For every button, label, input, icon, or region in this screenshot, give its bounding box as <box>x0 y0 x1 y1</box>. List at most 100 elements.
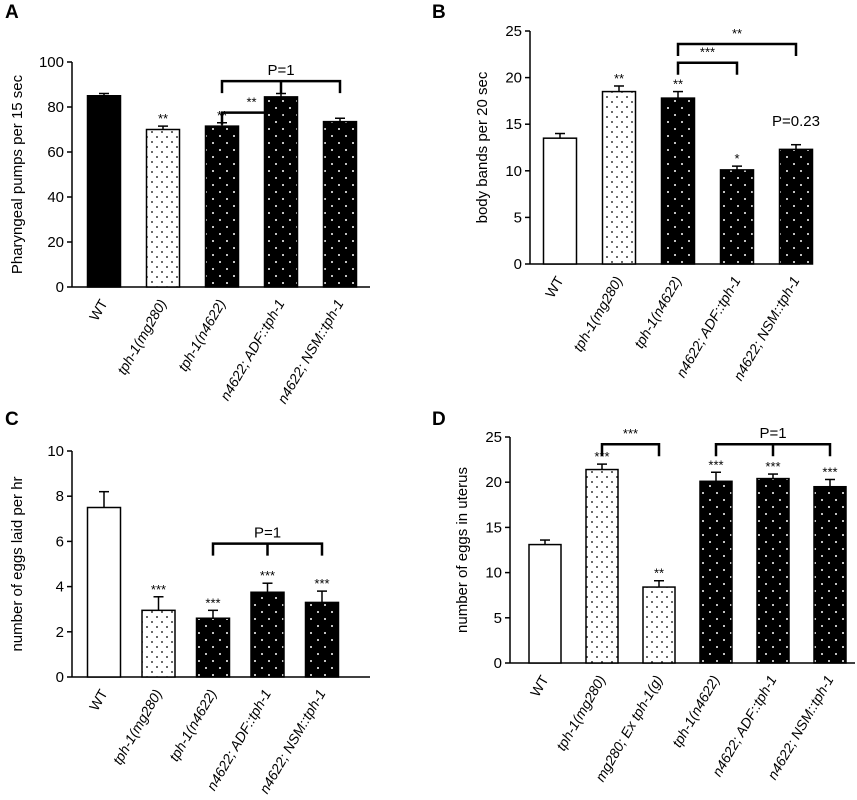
y-axis-label: number of eggs laid per hr <box>9 476 26 651</box>
category-label: n4622; ADF::tph-1 <box>217 297 288 404</box>
significance-label: *** <box>314 576 329 591</box>
category-label: n4622; ADF::tph-1 <box>673 274 744 381</box>
significance-label: ** <box>158 111 168 126</box>
y-axis-label: number of eggs in uterus <box>454 467 471 633</box>
bar <box>322 120 358 288</box>
bar <box>585 468 619 664</box>
bracket-label: *** <box>623 426 638 441</box>
comparison-bracket <box>600 442 661 457</box>
y-tick-label: 5 <box>514 209 522 226</box>
bracket-label: P=1 <box>267 62 294 79</box>
significance-label: ** <box>654 566 664 581</box>
chart-panel-a: A Pharyngeal pumps per 15 sec 0 20 40 60 80 100… <box>5 2 370 406</box>
y-tick-label: 10 <box>47 443 64 460</box>
p-value-annotation: P=0.23 <box>772 113 820 130</box>
comparison-bracket <box>676 42 798 57</box>
significance-label: *** <box>205 595 220 610</box>
category-label: WT <box>542 273 567 300</box>
y-tick-label: 25 <box>485 429 502 446</box>
comparison-bracket <box>220 111 283 125</box>
panel-letter: B <box>432 2 446 23</box>
bar <box>813 485 847 664</box>
significance-label: *** <box>708 457 723 472</box>
bar <box>756 477 790 664</box>
bracket-label: ** <box>732 26 742 41</box>
bar <box>778 148 814 265</box>
y-tick-label: 0 <box>56 669 64 686</box>
significance-label: *** <box>765 459 780 474</box>
y-tick-label: 20 <box>47 234 64 251</box>
bar <box>642 586 676 664</box>
bar <box>542 137 578 265</box>
bar <box>250 591 285 678</box>
bracket-label: P=1 <box>254 525 281 542</box>
category-label: tph-1(mg280) <box>553 673 609 754</box>
y-tick-label: 20 <box>485 474 502 491</box>
y-tick-label: 15 <box>485 519 502 536</box>
bracket-label: *** <box>700 45 715 60</box>
category-label: tph-1(n4622) <box>669 673 723 750</box>
bar <box>141 609 176 678</box>
bar <box>86 506 122 678</box>
y-tick-label: 5 <box>494 610 502 627</box>
y-tick-label: 0 <box>494 655 502 672</box>
panel-letter: C <box>5 409 19 430</box>
significance-label: *** <box>151 582 166 597</box>
bar <box>528 543 562 664</box>
y-axis-label: Pharyngeal pumps per 15 sec <box>9 74 26 274</box>
y-tick-label: 20 <box>505 70 522 87</box>
bar <box>601 90 637 265</box>
y-tick-label: 8 <box>56 488 64 505</box>
y-tick-label: 80 <box>47 99 64 116</box>
significance-label: *** <box>822 464 837 479</box>
category-label: n4622; NSM::tph-1 <box>730 274 803 384</box>
bar <box>699 480 733 664</box>
comparison-bracket <box>676 61 739 75</box>
y-tick-label: 40 <box>47 189 64 206</box>
bar <box>195 617 231 678</box>
significance-label: *** <box>260 568 275 583</box>
significance-label: * <box>734 151 739 166</box>
y-axis-label: body bands per 20 sec <box>474 71 491 223</box>
significance-label: ** <box>673 77 683 92</box>
category-label: WT <box>86 296 111 323</box>
category-label: tph-1(n4622) <box>631 274 685 351</box>
panel-letter: A <box>5 2 19 23</box>
bar <box>660 97 696 265</box>
category-label: tph-1(mg280) <box>570 274 626 355</box>
y-tick-label: 4 <box>56 579 64 596</box>
category-label: WT <box>86 686 111 713</box>
y-tick-label: 0 <box>514 256 522 273</box>
bracket-label: P=1 <box>759 425 786 442</box>
category-label: WT <box>527 672 552 699</box>
bar <box>86 95 122 288</box>
category-label: n4622; ADF::tph-1 <box>709 673 780 780</box>
bar <box>263 96 299 288</box>
panel-letter: D <box>432 409 446 430</box>
bar <box>145 128 181 288</box>
category-label: tph-1(mg280) <box>109 687 165 768</box>
category-label: tph-1(n4622) <box>175 297 229 374</box>
category-label: tph-1(n4622) <box>166 687 220 764</box>
bar <box>204 125 240 288</box>
y-tick-label: 25 <box>505 23 522 40</box>
bar <box>719 169 755 265</box>
bracket-label: ** <box>246 95 256 110</box>
y-tick-label: 100 <box>39 54 64 71</box>
y-tick-label: 6 <box>56 533 64 550</box>
significance-label: *** <box>594 449 609 464</box>
y-tick-label: 10 <box>505 163 522 180</box>
y-tick-label: 10 <box>485 565 502 582</box>
y-tick-label: 15 <box>505 116 522 133</box>
y-tick-label: 60 <box>47 144 64 161</box>
significance-label: ** <box>614 71 624 86</box>
y-tick-label: 2 <box>56 624 64 641</box>
category-label: tph-1(mg280) <box>114 297 170 378</box>
category-label: n4622; NSM::tph-1 <box>764 673 837 783</box>
bar <box>304 601 340 678</box>
y-tick-label: 0 <box>56 279 64 296</box>
